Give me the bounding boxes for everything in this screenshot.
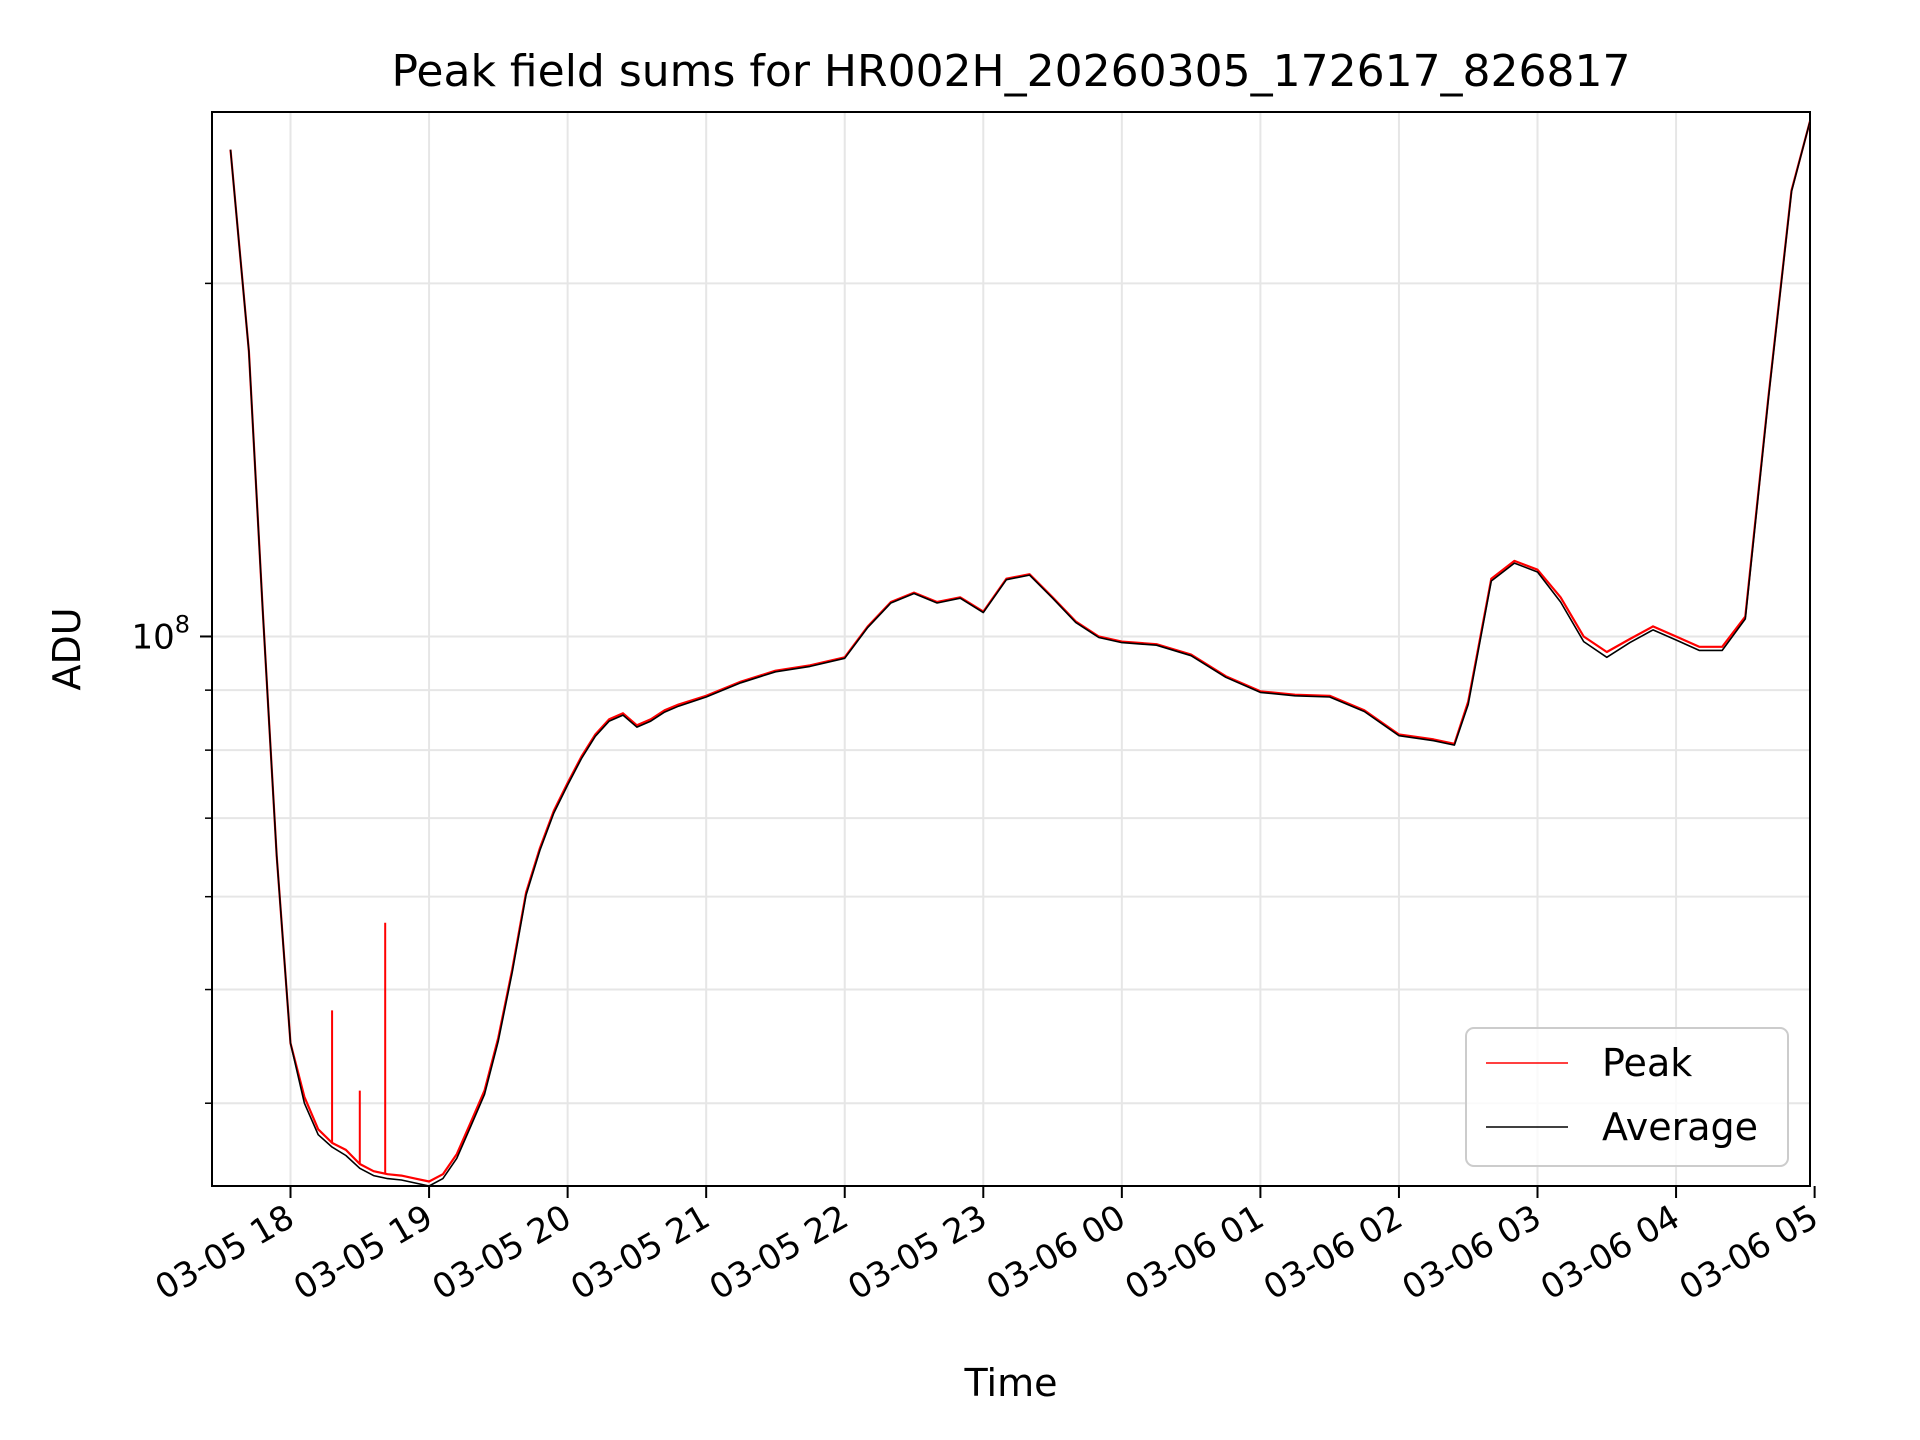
y-tick-label: 108 — [131, 610, 190, 657]
series-line-average — [229, 120, 1810, 1186]
y-axis: 108 — [131, 282, 212, 1104]
x-tick-label: 03-05 18 — [149, 1197, 301, 1308]
x-axis-label: Time — [964, 1361, 1058, 1405]
plot-area — [211, 111, 1811, 1187]
series-layer — [229, 120, 1810, 1186]
legend-label-average: Average — [1602, 1105, 1758, 1149]
x-tick-label: 03-05 21 — [564, 1197, 716, 1308]
x-tick-label: 03-05 22 — [703, 1197, 855, 1308]
grid — [212, 112, 1810, 1186]
x-tick-label: 03-06 02 — [1257, 1197, 1409, 1308]
x-tick-label: 03-06 00 — [980, 1197, 1132, 1308]
legend: Peak Average — [1465, 1027, 1789, 1167]
x-tick-label: 03-06 03 — [1396, 1197, 1548, 1308]
legend-label-peak: Peak — [1602, 1041, 1692, 1085]
x-tick-label: 03-06 04 — [1534, 1197, 1686, 1308]
series-line-peak — [229, 120, 1810, 1183]
chart-title: Peak field sums for HR002H_20260305_1726… — [391, 46, 1630, 97]
x-tick-label: 03-06 05 — [1673, 1197, 1825, 1308]
x-tick-label: 03-05 20 — [426, 1197, 578, 1308]
x-tick-label: 03-05 19 — [287, 1197, 439, 1308]
x-tick-label: 03-05 23 — [841, 1197, 993, 1308]
y-axis-label: ADU — [45, 607, 89, 690]
x-tick-label: 03-06 01 — [1119, 1197, 1271, 1308]
